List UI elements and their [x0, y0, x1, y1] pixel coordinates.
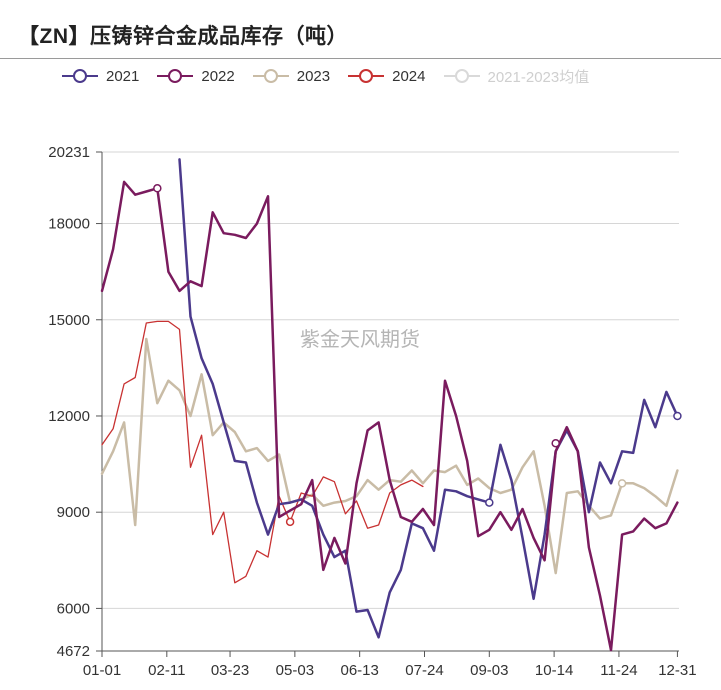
x-tick-label: 12-31 [658, 662, 696, 679]
series-marker [551, 438, 560, 448]
x-tick-label: 06-13 [340, 662, 378, 679]
legend-label: 2023 [296, 67, 331, 85]
x-tick-label: 11-24 [600, 662, 637, 679]
y-tick-label: 20231 [48, 144, 90, 161]
series-line-2021 [178, 158, 679, 639]
x-tick-label: 05-03 [276, 662, 314, 679]
chart-title: 【ZN】压铸锌合金成品库存（吨） [18, 25, 348, 48]
legend-item[interactable]: 2021-2023均值 [442, 66, 590, 87]
series-marker [285, 517, 295, 527]
marker-layer [153, 184, 682, 527]
x-tick-label: 10-14 [535, 662, 573, 679]
watermark-text: 紫金天风期货 [300, 327, 420, 351]
axes: 4672 6000 9000 12000 15000 18000 20231 01-01 02-… [48, 144, 696, 679]
legend-label: 2021-2023均值 [487, 68, 590, 86]
legend-item[interactable]: 2022 [155, 66, 235, 86]
x-tick-label: 03-23 [211, 662, 249, 679]
x-tick-label: 07-24 [405, 662, 443, 679]
series-marker [485, 498, 494, 507]
series-line-2022 [100, 180, 679, 652]
legend-label: 2022 [201, 67, 235, 85]
y-tick-label: 12000 [48, 408, 90, 425]
y-tick-label: 18000 [48, 216, 90, 233]
series-layer [100, 158, 679, 652]
legend-line-icon [62, 69, 98, 83]
y-tick-label: 4672 [57, 643, 90, 660]
legend-label: 2021 [106, 67, 140, 85]
y-tick-label: 6000 [57, 600, 90, 617]
legend-line-icon [252, 69, 289, 83]
legend-label: 2024 [392, 67, 426, 85]
series-marker [617, 479, 627, 488]
title-divider [0, 58, 721, 59]
series-marker [673, 411, 682, 421]
x-tick-label: 01-01 [83, 662, 121, 679]
legend-line-icon [348, 69, 385, 83]
legend-item[interactable]: 2023 [251, 66, 330, 86]
legend-line-icon [443, 69, 480, 83]
x-tick-label: 09-03 [470, 662, 508, 679]
series-line-2023 [100, 337, 679, 575]
series-line-2024 [101, 320, 424, 584]
x-tick-label: 02-11 [148, 662, 185, 679]
grid-lines [102, 151, 679, 609]
chart-legend: 2021 2022 2023 2024 2021-2023均值 [60, 64, 589, 88]
legend-item[interactable]: 2024 [346, 66, 426, 86]
series-marker [153, 184, 162, 193]
y-tick-label: 9000 [57, 504, 90, 521]
legend-line-icon [157, 69, 194, 83]
y-tick-label: 15000 [48, 312, 90, 329]
legend-item[interactable]: 2021 [60, 66, 139, 86]
